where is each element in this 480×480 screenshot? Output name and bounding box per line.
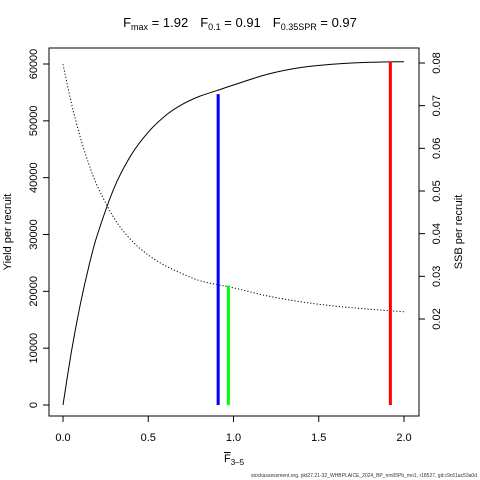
y-left-tick-label: 60000 [28, 49, 40, 80]
x-tick-label: 0.0 [55, 432, 70, 444]
x-tick-label: 0.5 [141, 432, 156, 444]
x-axis-title-sub: 3–5 [231, 458, 245, 467]
fmax-subscript: max [131, 22, 149, 32]
fmax-label: F [123, 15, 131, 30]
y-axis-right: 0.02 0.03 0.04 0.05 0.06 0.07 0.08 [418, 52, 443, 330]
f01-subscript: 0.1 [208, 22, 221, 32]
fspr-subscript: 0.35SPR [281, 22, 318, 32]
y-left-tick-label: 20000 [28, 276, 40, 307]
reference-lines [216, 61, 392, 405]
ssb-per-recruit-curve [62, 64, 405, 313]
fspr-value: = 0.97 [317, 15, 357, 30]
x-tick-label: 1.0 [226, 432, 241, 444]
y-right-tick-label: 0.06 [431, 138, 443, 159]
fmax-value: = 1.92 [148, 15, 188, 30]
y-axis-left: 0 10000 20000 30000 40000 50000 60000 [28, 49, 50, 408]
series-layer [62, 61, 405, 406]
y-right-tick-label: 0.04 [431, 223, 443, 244]
source-footnote: stockassessment.org, pkt27.21-32_WHBPLAI… [251, 473, 477, 479]
y-left-tick-label: 30000 [28, 219, 40, 250]
x-axis-title-main: F [224, 453, 231, 465]
x-axis: 0.0 0.5 1.0 1.5 2.0 [55, 415, 412, 444]
y-right-tick-label: 0.05 [431, 180, 443, 201]
y-axis-right-title: SSB per recruit [453, 195, 465, 270]
y-left-tick-label: 0 [28, 402, 40, 408]
y-right-tick-label: 0.03 [431, 266, 443, 287]
y-right-tick-label: 0.02 [431, 308, 443, 329]
x-tick-label: 2.0 [396, 432, 411, 444]
y-left-tick-label: 10000 [28, 333, 40, 364]
chart-header: Fmax = 1.92 F0.1 = 0.91 F0.35SPR = 0.97 [123, 15, 357, 32]
yield-per-recruit-curve [62, 61, 405, 406]
y-right-tick-label: 0.08 [431, 52, 443, 73]
f01-value: = 0.91 [221, 15, 261, 30]
x-tick-label: 1.5 [311, 432, 326, 444]
f01-label: F [200, 15, 208, 30]
y-left-tick-label: 40000 [28, 162, 40, 193]
plot-frame [48, 47, 420, 417]
x-axis-title: F3–5 [224, 453, 245, 467]
y-axis-left-title: Yield per recruit [2, 194, 14, 271]
y-right-tick-label: 0.07 [431, 95, 443, 116]
fspr-label: F [273, 15, 281, 30]
y-left-tick-label: 50000 [28, 106, 40, 137]
